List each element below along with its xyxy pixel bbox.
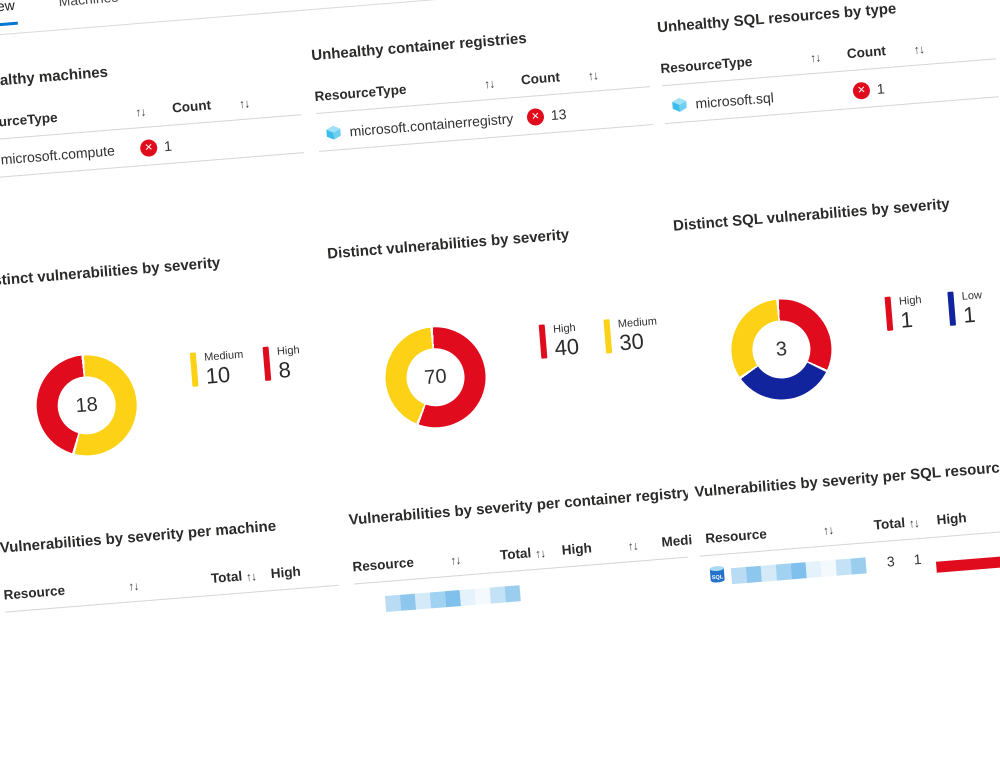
panel-title: Vulnerabilities by severity per SQL reso… [693, 458, 1000, 501]
chart-title: Distinct SQL vulnerabilities by severity [672, 195, 951, 235]
panel-title: Unhealthy SQL resources by type [656, 0, 897, 37]
tab-containers[interactable]: Contain... [159, 0, 225, 13]
chart-title: Distinct vulnerabilities by severity [326, 226, 570, 263]
count-cell: 1 [876, 80, 886, 97]
column-header-total[interactable]: Total [873, 515, 906, 533]
column-header-count[interactable]: Count [846, 43, 887, 62]
panel-vulnerabilities-per-sql-resource: Vulnerabilities by severity per SQL reso… [694, 456, 1000, 623]
svg-text:SQL: SQL [712, 574, 724, 581]
tab-overview[interactable]: Overview [0, 0, 19, 30]
sort-icon[interactable]: ↑↓ [534, 546, 546, 561]
panel-title: Vulnerabilities by severity per machine [0, 517, 277, 557]
panel-unhealthy-sql-resources: Unhealthy SQL resources by type Resource… [657, 0, 1000, 139]
donut-chart: 18 [32, 351, 141, 460]
panel-unhealthy-machines: Unhealthy machines ResourceType ↑↓ Count… [0, 48, 315, 195]
error-icon: ✕ [852, 81, 871, 100]
panel-distinct-vulnerabilities-2: Distinct vulnerabilities by severity 70 … [327, 218, 690, 485]
column-header-resourcetype[interactable]: ResourceType [314, 81, 407, 105]
column-header-total[interactable]: Total [210, 568, 243, 586]
resource-type-cell: microsoft.sql [694, 89, 775, 112]
panel-title: Unhealthy container registries [310, 29, 528, 65]
sort-icon[interactable]: ↑↓ [822, 522, 834, 538]
panel-unhealthy-container-registries: Unhealthy container registries ResourceT… [311, 20, 665, 167]
sort-icon[interactable]: ↑↓ [809, 50, 821, 66]
total-cell: 3 [886, 553, 896, 570]
sort-icon[interactable]: ↑↓ [238, 96, 250, 112]
legend-swatch [884, 296, 894, 331]
donut-total: 70 [423, 364, 448, 389]
count-cell: 13 [550, 105, 568, 124]
error-x: ✕ [856, 84, 867, 97]
legend-item: High 8 [262, 344, 302, 384]
legend-item: Medium 10 [189, 349, 246, 390]
donut-total: 18 [74, 393, 99, 417]
column-header-resourcetype[interactable]: ResourceType [659, 53, 753, 77]
legend-value: 40 [553, 333, 580, 361]
column-header-resource[interactable]: Resource [704, 526, 768, 547]
high-severity-bar [935, 551, 1000, 573]
error-icon: ✕ [526, 107, 545, 127]
legend-swatch [189, 352, 199, 387]
sort-icon[interactable]: ↑↓ [449, 552, 461, 568]
column-header-high[interactable]: High [936, 510, 968, 528]
error-x: ✕ [530, 111, 541, 123]
legend-value: 10 [204, 361, 232, 389]
legend-value: 1 [899, 306, 914, 333]
count-cell: 1 [163, 137, 173, 155]
legend-item: High 40 [538, 322, 580, 362]
sort-icon[interactable]: ↑↓ [627, 538, 639, 554]
panel-vulnerabilities-per-container-registry: Vulnerabilities by severity per containe… [348, 484, 698, 651]
sort-icon[interactable]: ↑↓ [483, 76, 495, 92]
high-cell: 1 [913, 550, 923, 568]
sort-icon[interactable]: ↑↓ [134, 104, 146, 120]
legend-value: 30 [618, 328, 645, 356]
column-header-resourcetype[interactable]: ResourceType [0, 109, 59, 133]
legend-value: 1 [962, 301, 977, 328]
resource-type-cell: microsoft.containerregistry [348, 110, 514, 140]
panel-title: Unhealthy machines [0, 63, 109, 93]
legend-item: High 1 [884, 294, 924, 334]
table-row[interactable]: microsoft.containerregistry ✕ 13 [316, 91, 662, 149]
resource-cube-icon [325, 124, 343, 146]
sort-icon[interactable]: ↑↓ [913, 42, 925, 57]
panel-distinct-sql-vulnerabilities: Distinct SQL vulnerabilities by severity… [673, 190, 1000, 457]
panel-vulnerabilities-per-machine: Vulnerabilities by severity per machine … [0, 512, 354, 679]
legend-item: Medium 30 [603, 315, 659, 356]
chart-title: Distinct vulnerabilities by severity [0, 254, 221, 291]
panel-distinct-vulnerabilities: Distinct vulnerabilities by severity 18 … [0, 246, 341, 513]
redacted-resource-name [730, 557, 867, 585]
error-x: ✕ [144, 142, 154, 154]
legend-value: 8 [277, 356, 292, 383]
column-header-resource[interactable]: Resource [351, 554, 415, 575]
column-header-medium[interactable]: Medium [660, 530, 699, 550]
column-header-resource[interactable]: Resource [3, 582, 66, 603]
donut-chart: 3 [727, 295, 836, 404]
legend-swatch [603, 319, 613, 354]
panel-title: Vulnerabilities by severity per containe… [348, 484, 692, 529]
donut-total: 3 [774, 337, 788, 361]
sort-icon[interactable]: ↑↓ [127, 578, 139, 594]
donut-chart: 70 [381, 323, 490, 432]
sort-icon[interactable]: ↑↓ [908, 516, 920, 531]
table-row[interactable]: microsoft.sql ✕ 1 [662, 64, 1000, 122]
redacted-resource-name [384, 585, 521, 613]
legend-swatch [947, 291, 957, 326]
sort-icon[interactable]: ↑↓ [587, 68, 599, 84]
column-header-high[interactable]: High [270, 563, 302, 582]
tab-machines[interactable]: Machines [56, 0, 122, 21]
column-header-total[interactable]: Total [499, 545, 532, 563]
error-icon: ✕ [139, 138, 158, 158]
legend-item: Low 1 [947, 289, 984, 329]
legend-swatch [262, 346, 272, 381]
legend-swatch [538, 324, 548, 359]
column-header-count[interactable]: Count [171, 97, 212, 116]
resource-cube-icon [671, 96, 689, 118]
column-header-count[interactable]: Count [520, 69, 561, 88]
column-header-high[interactable]: High [561, 540, 593, 558]
table-row[interactable]: microsoft.compute ✕ 1 [0, 119, 314, 177]
